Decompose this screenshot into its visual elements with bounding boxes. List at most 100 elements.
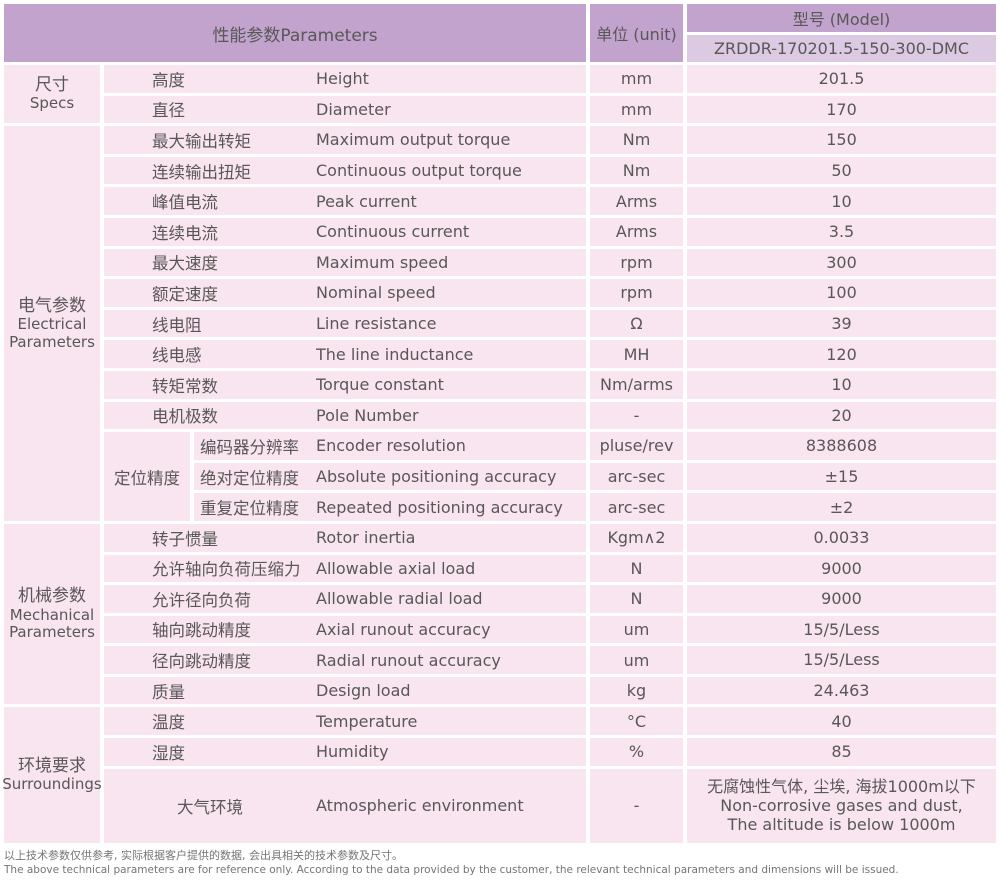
value-text: 150 [826, 130, 857, 150]
param-name-en: Line resistance [316, 314, 437, 334]
value-text: 3.5 [828, 222, 855, 242]
param-name-cn: 编码器分辨率 [200, 437, 299, 457]
unit-cell: arc-sec [590, 462, 683, 491]
param-label-cell: 电机极数 Pole Number [104, 401, 586, 430]
value-text: 10 [831, 191, 852, 211]
parameters-header-cell: 性能参数Parameters [4, 4, 586, 62]
unit-cell: kg [590, 676, 683, 705]
table-row: 线电感 The line inductance MH 120 [104, 340, 996, 368]
param-name-cn: 重复定位精度 [200, 499, 299, 519]
value-cell: 8388608 [687, 432, 996, 460]
value-cell: 150 [687, 126, 996, 154]
param-label-cell: 湿度 Humidity [104, 738, 586, 766]
model-header-cell: 型号 (Model) [687, 4, 996, 32]
param-label-cell: 峰值电流 Peak current [104, 187, 586, 215]
param-name-cn: 大气环境 [177, 797, 243, 817]
param-name-cn: 允许轴向负荷压缩力 [152, 560, 301, 580]
value-cell: 9000 [687, 554, 996, 583]
table-row: 允许径向负荷 Allowable radial load N 9000 [104, 585, 996, 613]
value-cell: 10 [687, 187, 996, 215]
group-title-en: Mechanical Parameters [9, 605, 95, 642]
param-name-cn: 直径 [152, 101, 185, 121]
table-row: 转子惯量 Rotor inertia Kgm∧2 0.0033 [104, 523, 996, 552]
value-text: 170 [826, 99, 857, 119]
table-row: 最大速度 Maximum speed rpm 300 [104, 248, 996, 277]
model-header-column: 型号 (Model) ZRDDR-170201.5-150-300-DMC [687, 4, 996, 62]
param-name-cn: 最大输出转矩 [152, 131, 251, 151]
param-label-cell: 最大速度 Maximum speed [104, 248, 586, 277]
param-name-en: Continuous current [316, 222, 470, 242]
value-text: 10 [831, 375, 852, 395]
param-name-en: Continuous output torque [316, 161, 522, 181]
param-name-en: Peak current [316, 191, 417, 211]
param-label-cell: 连续输出扭矩 Continuous output torque [104, 156, 586, 185]
param-name-cn: 湿度 [152, 743, 185, 763]
value-text: 39 [831, 313, 852, 333]
value-text: ±15 [824, 466, 859, 486]
param-name-cn: 转子惯量 [152, 529, 218, 549]
param-name-cn: 电机极数 [152, 407, 218, 427]
unit-cell: Kgm∧2 [590, 523, 683, 552]
value-cell: 300 [687, 248, 996, 277]
value-text: 15/5/Less [803, 650, 880, 670]
footnote-en: The above technical parameters are for r… [4, 864, 899, 877]
param-name-en: Maximum speed [316, 252, 449, 272]
group-rows-surroundings: 温度 Temperature °C 40 湿度 Humidity% 85 大气环境 Atmosp… [104, 707, 996, 843]
param-name-cn: 温度 [152, 713, 185, 733]
unit-cell: rpm [590, 279, 683, 307]
group-title-en: Electrical Parameters [9, 314, 95, 351]
param-label-cell: 质量 Design load [104, 676, 586, 705]
param-name-en: Repeated positioning accuracy [316, 497, 563, 517]
param-label-cell: 直径 Diameter [104, 95, 586, 124]
table-row: 最大输出转矩 Maximum output torque Nm 150 [104, 126, 996, 154]
value-cell: 24.463 [687, 676, 996, 705]
subgroup-title-cell: 定位精度 [104, 432, 190, 521]
value-text: 24.463 [813, 681, 870, 701]
value-text: 100 [826, 283, 857, 303]
param-label-cell: 转矩常数 Torque constant [104, 370, 586, 399]
value-cell: 无腐蚀性气体, 尘埃, 海拔1000m以下 Non-corrosive gase… [687, 768, 996, 843]
group-title-en: Specs [29, 94, 75, 113]
spec-table: 性能参数Parameters 单位 (unit) 型号 (Model) ZRDD… [2, 4, 996, 843]
value-text: 85 [831, 742, 852, 762]
table-header-row: 性能参数Parameters 单位 (unit) 型号 (Model) ZRDD… [4, 4, 996, 62]
param-name-cn: 连续输出扭矩 [152, 162, 251, 182]
group-title-cell-surroundings: 环境要求 Surroundings [2, 707, 102, 843]
param-name-cn: 转矩常数 [152, 376, 218, 396]
table-row: 质量 Design load kg 24.463 [104, 676, 996, 705]
table-row: 大气环境 Atmospheric environment - 无腐蚀性气体, 尘埃, … [104, 768, 996, 843]
positioning-accuracy-subgroup: 定位精度 编码器分辨率 Encoder resolution pluse/rev 838… [104, 432, 996, 521]
param-label-cell: 最大输出转矩 Maximum output torque [104, 126, 586, 154]
table-row: 转矩常数 Torque constant Nm/arms 10 [104, 370, 996, 399]
group-specs: 尺寸 Specs 高度 Height mm 201.5 直径 Diameter mm 170 [4, 65, 996, 124]
value-text: 9000 [821, 589, 862, 609]
subgroup-rows: 编码器分辨率 Encoder resolution pluse/rev 8388608… [194, 432, 996, 521]
table-row: 电机极数 Pole Number - 20 [104, 401, 996, 430]
group-title-cell-electrical: 电气参数 Electrical Parameters [4, 126, 100, 521]
param-label-cell: 线电感 The line inductance [104, 340, 586, 368]
unit-cell: °C [590, 707, 683, 736]
unit-cell: mm [590, 95, 683, 124]
value-text: 无腐蚀性气体, 尘埃, 海拔1000m以下 Non-corrosive gase… [707, 776, 976, 835]
group-title-cn: 机械参数 [18, 586, 86, 607]
unit-cell: mm [590, 65, 683, 93]
value-text: 0.0033 [813, 528, 870, 548]
table-row: 直径 Diameter mm 170 [104, 95, 996, 124]
param-name-cn: 线电阻 [152, 315, 202, 335]
group-mechanical-parameters: 机械参数 Mechanical Parameters 转子惯量 Rotor ine… [4, 523, 996, 705]
model-number-cell: ZRDDR-170201.5-150-300-DMC [687, 35, 996, 62]
param-label-cell: 大气环境 Atmospheric environment [104, 768, 586, 843]
value-cell: ±2 [687, 493, 996, 521]
unit-cell: um [590, 615, 683, 644]
param-name-en: Absolute positioning accuracy [316, 467, 557, 487]
param-name-cn: 额定速度 [152, 284, 218, 304]
unit-cell: Nm [590, 126, 683, 154]
value-cell: 85 [687, 738, 996, 766]
footnote: 以上技术参数仅供参考, 实际根据客户提供的数据, 会出具相关的技术参数及尺寸。 … [4, 848, 996, 878]
param-name-en: Temperature [316, 711, 418, 731]
param-name-en: Pole Number [316, 405, 419, 425]
table-row: 轴向跳动精度 Axial runout accuracy um 15/5/Less [104, 615, 996, 644]
value-text: 15/5/Less [803, 619, 880, 639]
param-name-en: Axial runout accuracy [316, 619, 491, 639]
